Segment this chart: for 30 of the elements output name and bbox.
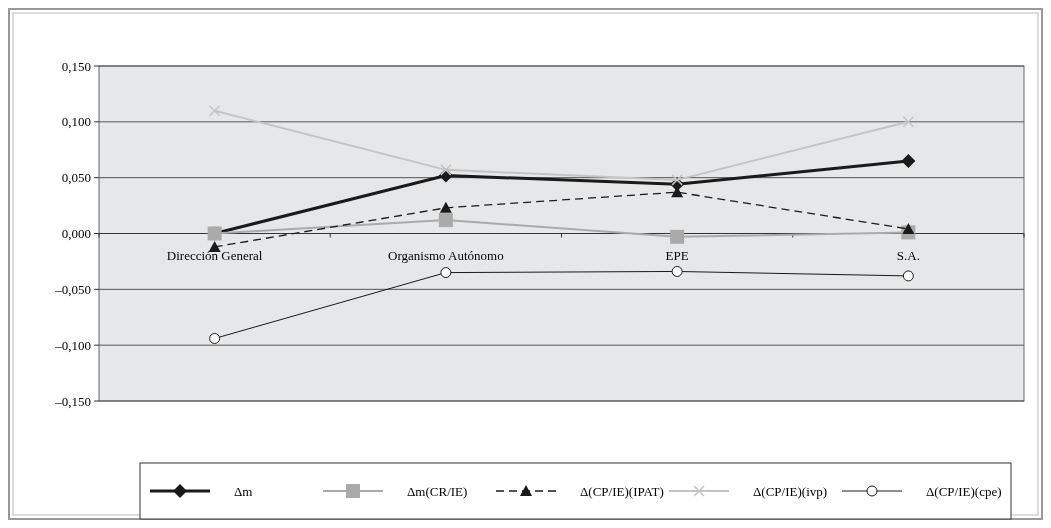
- point: [902, 223, 915, 235]
- point: [438, 213, 453, 228]
- point: [209, 332, 221, 344]
- point: [208, 104, 221, 117]
- x-tick-label: Dirección General: [166, 247, 263, 263]
- x-tick-label: S.A.: [896, 247, 920, 263]
- legend-label: Δ(CP/IE)(ivp): [753, 483, 828, 499]
- point: [902, 116, 915, 128]
- x-tick-label: Organismo Autónomo: [388, 247, 504, 263]
- y-tick-label: 0,150: [61, 58, 91, 74]
- x-tick-label: EPE: [665, 247, 689, 263]
- point: [440, 164, 452, 176]
- point: [671, 265, 683, 277]
- y-tick-label: –0,050: [54, 281, 91, 297]
- y-tick-label: –0,100: [54, 337, 91, 353]
- legend-label: Δm: [234, 483, 253, 499]
- y-tick-label: 0,000: [61, 226, 91, 242]
- legend-label: Δ(CP/IE)(IPAT): [580, 483, 664, 499]
- legend-label: Δ(CP/IE)(cpe): [926, 483, 1002, 499]
- y-tick-label: –0,150: [54, 393, 91, 409]
- y-tick-label: 0,050: [61, 170, 91, 186]
- point: [901, 153, 916, 168]
- y-tick-label: 0,100: [61, 114, 91, 130]
- point: [440, 267, 452, 279]
- point: [671, 174, 683, 186]
- point: [670, 229, 685, 244]
- point: [439, 201, 452, 213]
- legend-label: Δm(CR/IE): [407, 483, 468, 499]
- point: [902, 270, 914, 282]
- point: [208, 240, 221, 252]
